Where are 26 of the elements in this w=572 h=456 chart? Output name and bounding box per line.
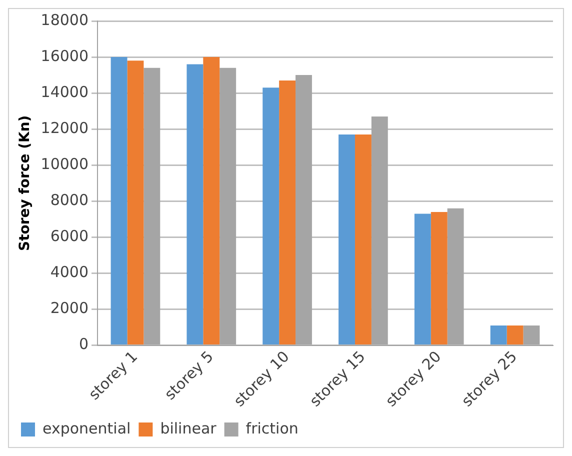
y-axis-title: Storey force (Kn) bbox=[17, 115, 34, 251]
bar bbox=[354, 134, 372, 345]
y-tick-label: 16000 bbox=[40, 46, 89, 65]
y-tick-label: 2000 bbox=[50, 299, 89, 318]
y-tick-label: 6000 bbox=[50, 227, 89, 246]
bar bbox=[430, 212, 448, 345]
bar bbox=[414, 214, 431, 345]
bar bbox=[506, 325, 524, 345]
legend-label: exponential bbox=[42, 419, 131, 438]
legend-label: friction bbox=[246, 419, 298, 438]
y-tick-label: 8000 bbox=[50, 191, 89, 210]
y-tick-label: 12000 bbox=[40, 118, 89, 137]
y-tick-label: 18000 bbox=[40, 10, 89, 29]
y-tick-label: 10000 bbox=[40, 155, 89, 174]
bar bbox=[186, 64, 204, 345]
bar bbox=[279, 80, 296, 345]
y-tick-label: 4000 bbox=[50, 263, 89, 282]
bar bbox=[490, 325, 507, 345]
bar bbox=[110, 57, 128, 345]
y-tick-label: 14000 bbox=[40, 82, 89, 101]
y-tick-label: 0 bbox=[78, 335, 89, 354]
bar bbox=[262, 88, 280, 345]
bar bbox=[338, 134, 355, 345]
legend-label: bilinear bbox=[160, 419, 218, 438]
bar bbox=[203, 57, 220, 345]
bar bbox=[127, 60, 144, 345]
